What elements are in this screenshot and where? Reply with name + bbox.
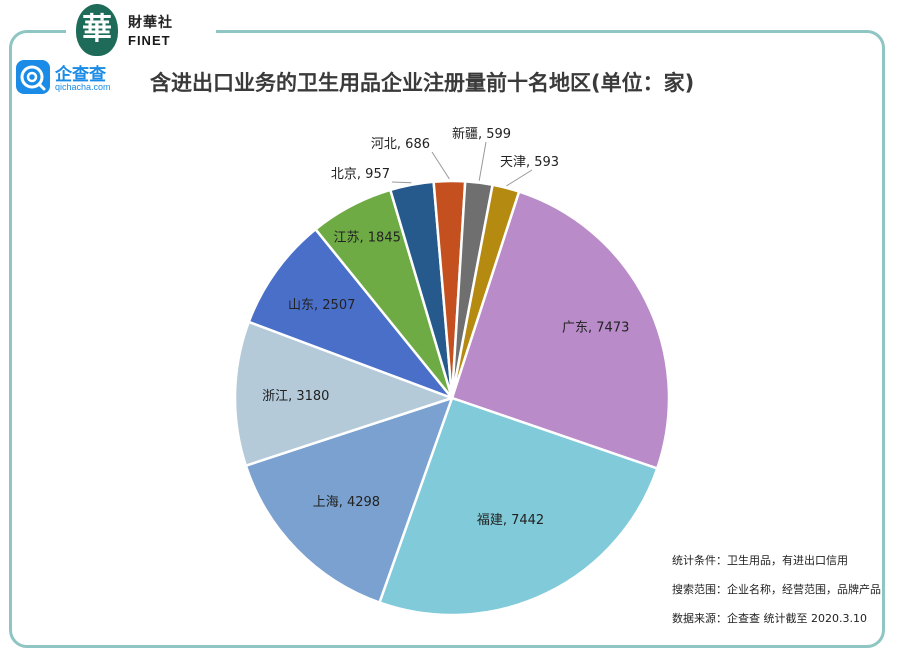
slice-label-2: 上海, 4298 — [313, 495, 380, 510]
pie-slice-9 — [450, 183, 521, 399]
pie-slice-4 — [247, 227, 456, 401]
finet-en-name: FINET — [128, 33, 171, 48]
leader-line-7 — [431, 151, 450, 180]
leader-line-8 — [478, 141, 487, 181]
slice-label-0: 广东, 7473 — [562, 320, 629, 335]
leader-line-6 — [391, 181, 412, 184]
qichacha-domain: qichacha.com — [55, 82, 111, 92]
qichacha-logo-icon — [16, 60, 50, 94]
slice-label-7: 河北, 686 — [371, 137, 430, 152]
notes-block: 统计条件：卫生用品，有进出口信用 搜索范围：企业名称，经营范围，品牌产品 数据来… — [672, 553, 881, 640]
pie-slice-1 — [377, 396, 659, 617]
finet-name: 財華社 — [128, 15, 173, 31]
qichacha-name: 企查查 — [55, 65, 106, 85]
leader-line-9 — [506, 169, 533, 187]
slice-label-5: 江苏, 1845 — [334, 230, 401, 246]
slice-label-6: 北京, 957 — [331, 167, 390, 182]
chart-frame — [9, 30, 885, 648]
finet-seal-logo: 華 — [76, 4, 118, 56]
note-condition: 统计条件：卫生用品，有进出口信用 — [672, 554, 848, 567]
slice-label-4: 山东, 2507 — [288, 298, 355, 313]
note-scope: 搜索范围：企业名称，经营范围，品牌产品 — [672, 583, 881, 596]
slice-label-3: 浙江, 3180 — [262, 389, 329, 404]
note-source: 数据来源：企查查 统计截至 2020.3.10 — [672, 612, 867, 625]
pie-slice-3 — [233, 320, 456, 468]
slice-label-9: 天津, 593 — [500, 155, 559, 170]
chart-title: 含进出口业务的卫生用品企业注册量前十名地区(单位：家) — [150, 71, 695, 95]
pie-slice-0 — [450, 190, 671, 471]
slice-label-1: 福建, 7442 — [477, 513, 544, 528]
slice-label-8: 新疆, 599 — [452, 126, 511, 142]
